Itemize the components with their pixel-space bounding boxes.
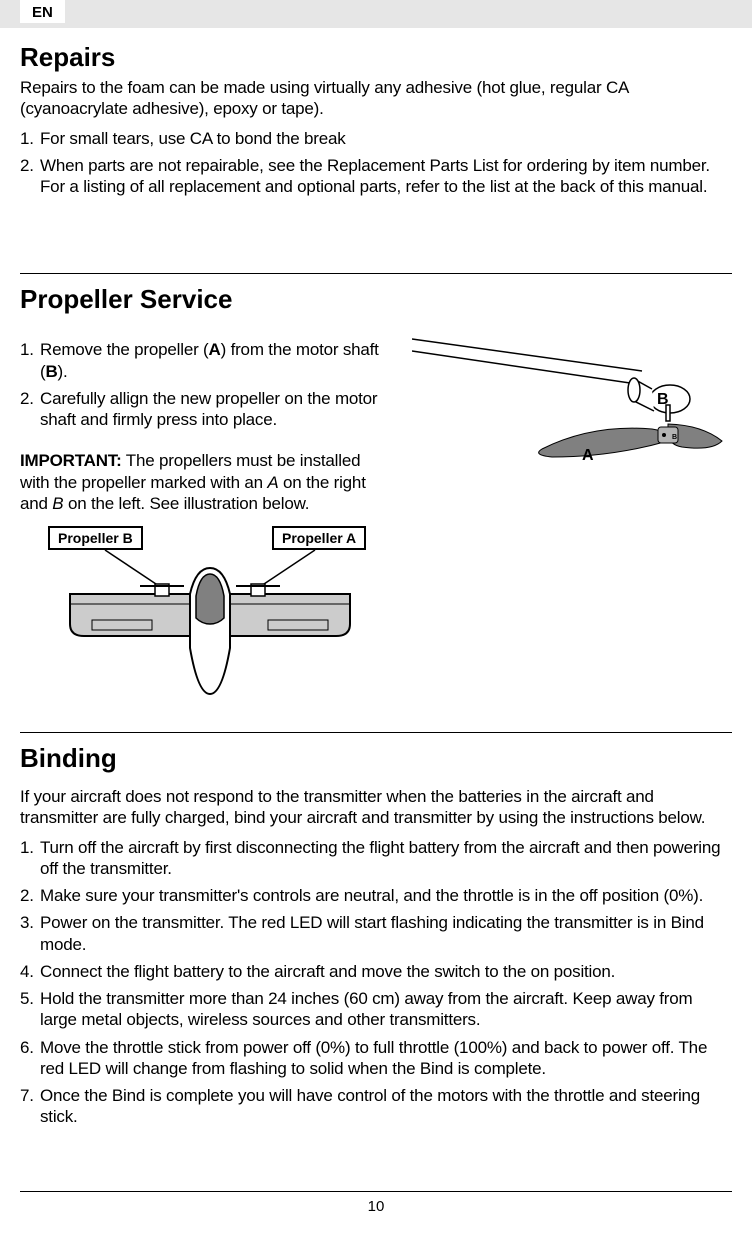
binding-step-1: 1.Turn off the aircraft by first disconn… [20, 837, 732, 880]
binding-step-6: 6.Move the throttle stick from power off… [20, 1037, 732, 1080]
airplane-topview-figure: Propeller B Propeller A [40, 524, 380, 704]
binding-step-7: 7.Once the Bind is complete you will hav… [20, 1085, 732, 1128]
propeller-b-label-box: Propeller B [48, 526, 143, 550]
propeller-a-label-box: Propeller A [272, 526, 366, 550]
repairs-intro: Repairs to the foam can be made using vi… [20, 77, 732, 120]
propeller-step-1: 1. Remove the propeller (A) from the mot… [20, 339, 390, 382]
propeller-steps: 1. Remove the propeller (A) from the mot… [20, 339, 390, 430]
repairs-step-2: 2.When parts are not repairable, see the… [20, 155, 732, 198]
binding-heading: Binding [20, 743, 732, 774]
page-footer: 10 [20, 1191, 732, 1215]
section-divider-2 [20, 732, 732, 733]
language-bar: EN [0, 0, 752, 28]
label-a: A [582, 447, 594, 465]
svg-text:B: B [672, 434, 677, 441]
repairs-step-1: 1.For small tears, use CA to bond the br… [20, 128, 732, 149]
repairs-heading: Repairs [20, 42, 732, 73]
binding-step-3: 3.Power on the transmitter. The red LED … [20, 912, 732, 955]
section-divider [20, 273, 732, 274]
label-b: B [657, 391, 669, 409]
page-number: 10 [20, 1198, 732, 1215]
binding-step-4: 4.Connect the flight battery to the airc… [20, 961, 732, 982]
binding-intro: If your aircraft does not respond to the… [20, 786, 732, 829]
binding-step-5: 5.Hold the transmitter more than 24 inch… [20, 988, 732, 1031]
propeller-heading: Propeller Service [20, 284, 732, 315]
propeller-section: B A B 1. Remove the propeller (A) from t… [20, 319, 732, 704]
binding-steps: 1.Turn off the aircraft by first disconn… [20, 837, 732, 1128]
binding-step-2: 2.Make sure your transmitter's controls … [20, 885, 732, 906]
motor-propeller-figure: B A B [412, 329, 732, 499]
page-content: Repairs Repairs to the foam can be made … [0, 28, 752, 1128]
propeller-step-2: 2. Carefully allign the new propeller on… [20, 388, 390, 431]
language-tab: EN [20, 0, 65, 23]
propeller-important-note: IMPORTANT: The propellers must be instal… [20, 450, 390, 514]
repairs-steps: 1.For small tears, use CA to bond the br… [20, 128, 732, 198]
